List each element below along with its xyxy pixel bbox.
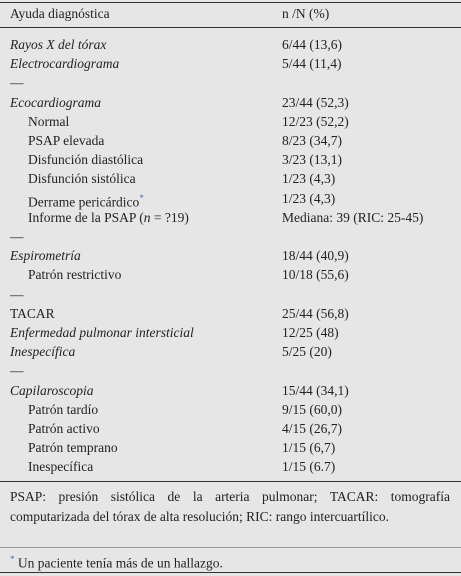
label-text: Patrón temprano — [28, 440, 118, 456]
row-value: 5/25 (20) — [282, 344, 332, 360]
label-text: — — [10, 363, 24, 379]
label-text: Patrón restrictivo — [28, 267, 122, 283]
row-label: TACAR — [10, 304, 55, 323]
note-marker: * — [139, 192, 144, 203]
row-value: 23/44 (52,3) — [282, 94, 349, 110]
row-label: Patrón temprano — [28, 438, 118, 457]
row-value: 5/44 (11,4) — [282, 56, 342, 72]
row-value: 6/44 (13,6) — [282, 37, 342, 52]
row-label: — — [10, 227, 24, 246]
row-value: 1/15 (6.7) — [282, 459, 336, 475]
label-text: Disfunción sistólica — [28, 171, 136, 187]
row-value: 18/44 (40,9) — [282, 248, 349, 264]
label-text: Rayos X del tórax — [10, 37, 107, 52]
footnote-marker: * — [10, 554, 15, 564]
label-text: Capilaroscopia — [10, 382, 94, 398]
label-text: — — [10, 229, 24, 244]
label-text: Enfermedad pulmonar intersticial — [10, 325, 194, 340]
footnote: * Un paciente tenía más de un hallazgo. — [10, 550, 223, 573]
row-value: 3/23 (13,1) — [282, 152, 342, 168]
label-text: Patrón activo — [28, 421, 100, 436]
label-text: Ecocardiograma — [10, 94, 101, 110]
row-label: Informe de la PSAP (n = ?19) — [28, 208, 189, 227]
row-value: 8/23 (34,7) — [282, 133, 342, 148]
label-text: Inespecífica — [28, 459, 94, 475]
row-label: Derrame pericárdico* — [28, 189, 144, 212]
row-value: 12/23 (52,2) — [282, 113, 349, 129]
row-label: Enfermedad pulmonar intersticial — [10, 323, 194, 342]
footnote: PSAP: presión sistólica de la arteria pu… — [10, 489, 450, 524]
row-value: Mediana: 39 (RIC: 25-45) — [282, 209, 424, 225]
label-text: Patrón tardío — [28, 401, 99, 417]
label-text: — — [10, 286, 24, 302]
row-value: 10/18 (55,6) — [282, 267, 349, 283]
row-label: PSAP elevada — [28, 131, 104, 150]
top-rule — [0, 2, 461, 3]
label-text: Derrame pericárdico — [28, 194, 140, 210]
row-label: — — [10, 73, 24, 92]
row-value: 1/23 (4,3) — [282, 171, 336, 187]
row-label: Espirometría — [10, 246, 81, 265]
label-text: Disfunción diastólica — [28, 152, 144, 168]
header-label: Ayuda diagnóstica — [10, 6, 110, 21]
row-label: Ecocardiograma — [10, 93, 101, 112]
label-text: Inespecífica — [10, 344, 76, 360]
row-value: 1/23 (4,3) — [282, 190, 336, 206]
header-rule — [0, 27, 461, 28]
label-part: Informe de la PSAP ( — [28, 209, 144, 225]
end-rule — [0, 572, 461, 573]
label-text: Normal — [28, 113, 70, 129]
row-label: Disfunción sistólica — [28, 169, 136, 188]
row-label: Electrocardiograma — [10, 54, 119, 73]
row-label: Normal — [28, 112, 69, 131]
row-label: Rayos X del tórax — [10, 35, 106, 54]
bottom-rule — [0, 481, 461, 482]
label-part: = ?19) — [150, 209, 189, 225]
row-value: 1/15 (6,7) — [282, 440, 336, 456]
label-text: Electrocardiograma — [10, 56, 120, 72]
row-label: Patrón restrictivo — [28, 265, 121, 284]
row-label: Disfunción diastólica — [28, 150, 143, 169]
row-label: Patrón tardío — [28, 400, 98, 419]
header-value: n /N (%) — [282, 6, 330, 21]
row-label: — — [10, 285, 24, 304]
footnote-rule — [0, 547, 461, 548]
row-label: Inespecífica — [10, 342, 75, 361]
label-part: n — [143, 209, 151, 225]
label-text: — — [10, 75, 24, 91]
row-value: 4/15 (26,7) — [282, 421, 342, 436]
row-label: — — [10, 361, 24, 380]
row-value: 25/44 (56,8) — [282, 305, 349, 321]
row-label: Inespecífica — [28, 457, 93, 476]
label-text: Espirometría — [10, 248, 81, 264]
row-label: Capilaroscopia — [10, 381, 94, 400]
row-label: Patrón activo — [28, 419, 100, 438]
footnote-text: Un paciente tenía más de un hallazgo. — [17, 555, 223, 571]
label-text: TACAR — [10, 305, 55, 321]
label-text: PSAP elevada — [28, 133, 105, 148]
row-value: 15/44 (34,1) — [282, 382, 349, 398]
row-value: 9/15 (60,0) — [282, 401, 342, 417]
row-value: 12/25 (48) — [282, 325, 339, 340]
